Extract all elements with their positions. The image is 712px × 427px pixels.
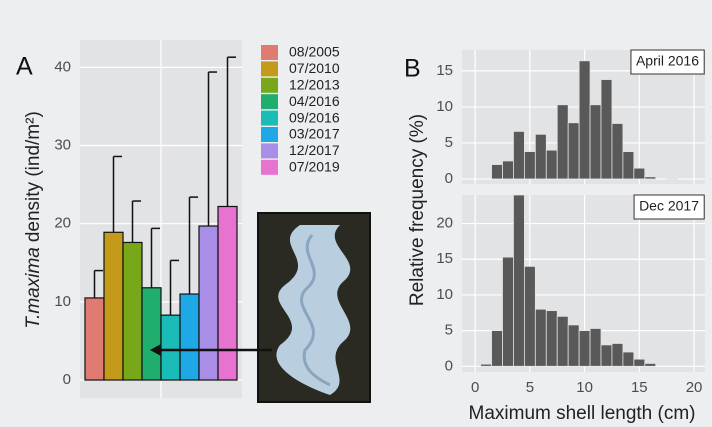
histogram-bar (545, 310, 558, 367)
legend-swatch (261, 159, 278, 175)
histogram-bar (589, 104, 602, 180)
y-axis-title-italic: T.maxima (23, 247, 44, 329)
bar (122, 241, 143, 381)
histogram-bar (534, 308, 547, 367)
histogram-bar (578, 60, 591, 180)
legend-label: 08/2005 (289, 44, 340, 60)
legend-swatch (261, 110, 278, 126)
title-box (630, 49, 705, 75)
legend-swatch (261, 45, 278, 60)
y-tick-label: 0 (63, 371, 71, 388)
histogram-bar (644, 363, 657, 367)
y-axis-title: T.maxima density (ind/m²) (23, 111, 44, 329)
title-box (633, 194, 705, 220)
bar (179, 293, 200, 381)
histogram-bar (633, 167, 646, 180)
histogram-bar (611, 123, 624, 180)
legend-label: 04/2016 (289, 93, 340, 109)
panel-letter: B (404, 55, 421, 83)
bar (103, 231, 124, 381)
y-tick-label: 20 (54, 215, 71, 232)
bar (217, 205, 238, 381)
legend-label: 12/2017 (289, 142, 340, 158)
x-tick-label: 5 (526, 379, 534, 396)
histogram-bar (589, 328, 602, 367)
y-tick-label: 10 (54, 293, 71, 310)
y-tick-label: 10 (436, 98, 453, 115)
arrow (150, 344, 272, 356)
histogram-bar (491, 330, 503, 367)
bar (84, 297, 105, 381)
histogram-bar (567, 324, 580, 367)
y-axis-title-rest: density (ind/m²) (23, 111, 44, 242)
histogram-bar (513, 131, 525, 180)
legend-swatch (261, 94, 278, 110)
histogram-bar (666, 177, 679, 180)
y-tick-label: 15 (436, 62, 453, 79)
histogram-bar (502, 256, 514, 367)
histogram-bar (633, 358, 646, 367)
histogram-bar (523, 265, 536, 367)
bar (141, 287, 162, 381)
facet-title: Dec 2017 (639, 198, 699, 214)
x-tick-label: 20 (686, 379, 703, 396)
histogram-bar (556, 315, 569, 367)
legend-label: 12/2013 (289, 77, 340, 93)
y-tick-label: 5 (445, 134, 453, 151)
y-tick-label: 0 (445, 357, 453, 374)
legend-label: 07/2019 (289, 159, 340, 175)
legend-swatch (261, 127, 278, 142)
histogram-bar (502, 160, 514, 180)
photo (257, 212, 371, 403)
x-tick-label: 10 (576, 379, 593, 396)
y-tick-label: 5 (445, 322, 453, 339)
histogram-bar (513, 194, 525, 367)
histogram-bar (622, 351, 635, 367)
legend-label: 07/2010 (289, 60, 340, 76)
y-tick-label: 0 (445, 170, 453, 187)
y-tick-label: 10 (436, 286, 453, 303)
legend-swatch (261, 143, 278, 159)
histogram-bar (491, 164, 503, 180)
histogram-bar (480, 363, 492, 367)
legend-label: 03/2017 (289, 126, 340, 142)
histogram-bar (600, 79, 613, 180)
histogram-bar (534, 133, 547, 180)
histogram-bar (600, 344, 613, 367)
histogram-bar (545, 149, 558, 180)
y-tick-label: 20 (436, 215, 453, 232)
bar (198, 225, 219, 381)
y-tick-label: 30 (54, 136, 71, 153)
facet-title: April 2016 (636, 53, 699, 69)
histogram-bar (611, 343, 624, 367)
histogram-bar (556, 104, 569, 180)
y-tick-label: 15 (436, 250, 453, 267)
x-tick-label: 15 (631, 379, 648, 396)
histogram-bar (622, 151, 635, 180)
histogram-bar (567, 122, 580, 180)
histogram-bar (578, 330, 591, 367)
bar (160, 314, 181, 381)
y-axis-title: Relative frequency (%) (407, 114, 428, 306)
panel-letter: A (16, 53, 33, 81)
legend-swatch (261, 61, 278, 77)
y-tick-label: 40 (54, 58, 71, 75)
legend-label: 09/2016 (289, 109, 340, 125)
x-tick-label: 0 (471, 379, 479, 396)
histogram-bar (523, 151, 536, 180)
histogram-bar (644, 176, 657, 180)
legend-swatch (261, 77, 278, 93)
x-axis-title: Maximum shell length (cm) (469, 403, 696, 424)
